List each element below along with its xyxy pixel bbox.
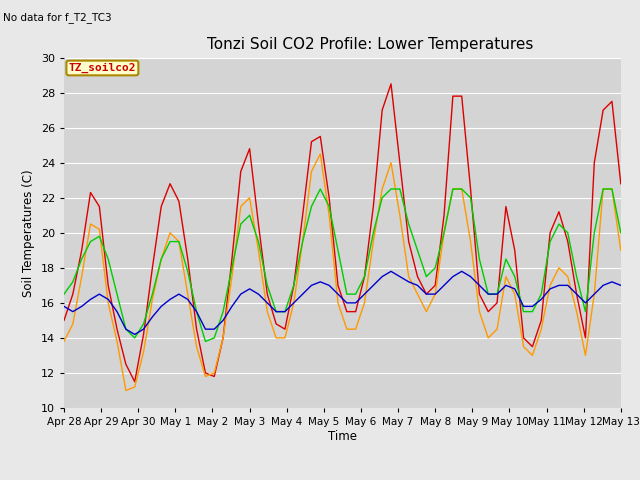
X-axis label: Time: Time [328, 430, 357, 443]
Text: TZ_soilco2: TZ_soilco2 [68, 63, 136, 73]
Text: No data for f_T2_TC3: No data for f_T2_TC3 [3, 12, 112, 23]
Title: Tonzi Soil CO2 Profile: Lower Temperatures: Tonzi Soil CO2 Profile: Lower Temperatur… [207, 37, 533, 52]
Y-axis label: Soil Temperatures (C): Soil Temperatures (C) [22, 169, 35, 297]
